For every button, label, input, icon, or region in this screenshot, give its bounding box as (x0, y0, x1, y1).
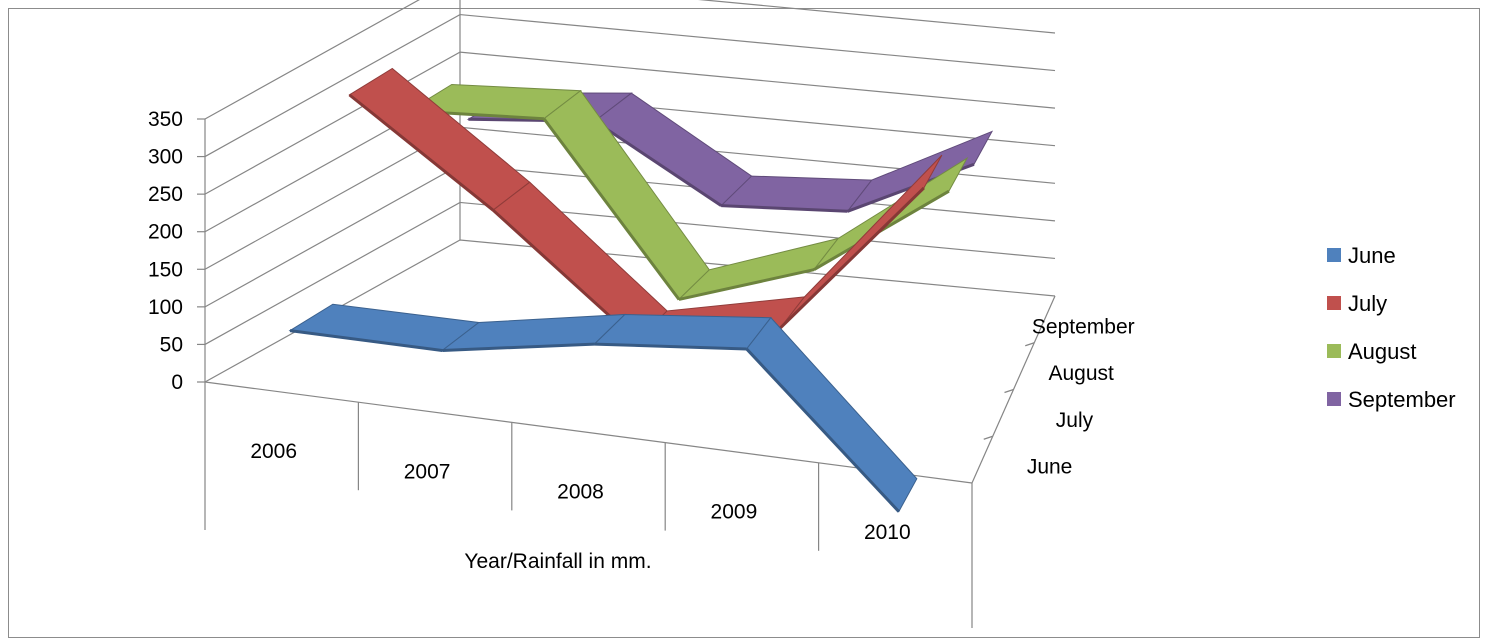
y-tick-label: 200 (148, 221, 183, 244)
series-edge (678, 268, 815, 301)
depth-tick-label: July (1056, 409, 1094, 432)
series-june-line (288, 303, 918, 513)
depth-tick (1004, 388, 1014, 394)
x-tick-label: 2008 (557, 481, 604, 504)
legend-label: July (1348, 291, 1387, 316)
legend-label: June (1348, 243, 1396, 268)
axis-labels: 0 50 100 150 200 250 300 350 2006 2007 2008 2009 201… (148, 108, 1135, 544)
y-tick-label: 100 (148, 296, 183, 319)
depth-tick (983, 435, 993, 440)
x-tick-label: 2010 (864, 521, 911, 544)
y-tick-label: 250 (148, 183, 183, 206)
y-tick-label: 300 (148, 146, 183, 169)
series-edge (745, 347, 900, 513)
series-edge (442, 342, 595, 352)
series-segment (745, 316, 918, 513)
x-tick-label: 2006 (250, 440, 297, 463)
x-axis-title: Year/Rainfall in mm. (464, 550, 651, 573)
legend-swatch (1327, 248, 1341, 262)
legend-label: August (1348, 339, 1417, 364)
x-tick-label: 2007 (404, 460, 451, 483)
series-edge (348, 93, 495, 212)
series-edge (594, 342, 747, 351)
series-edge (593, 119, 722, 207)
gridline (204, 0, 1056, 120)
y-tick-label: 50 (160, 333, 183, 356)
series-edge (779, 186, 925, 330)
depth-tick-label: September (1032, 315, 1135, 338)
depth-tick-label: June (1027, 456, 1073, 479)
legend-swatch (1327, 296, 1341, 310)
y-tick-label: 150 (148, 258, 183, 281)
x-tick-label: 2009 (711, 501, 758, 524)
y-tick-label: 350 (148, 108, 183, 131)
legend: June July August September (1327, 243, 1456, 412)
series-ribbons (288, 67, 994, 513)
series-edge (289, 329, 443, 352)
legend-label: September (1348, 387, 1456, 412)
series-edge (721, 204, 848, 213)
legend-swatch (1327, 344, 1341, 358)
depth-tick-label: August (1048, 362, 1114, 385)
y-tick-label: 0 (171, 371, 183, 394)
series-edge (542, 117, 681, 301)
series-july-line (348, 67, 943, 343)
x-axis-line (204, 381, 973, 484)
depth-tick (1025, 342, 1035, 347)
legend-swatch (1327, 392, 1341, 406)
